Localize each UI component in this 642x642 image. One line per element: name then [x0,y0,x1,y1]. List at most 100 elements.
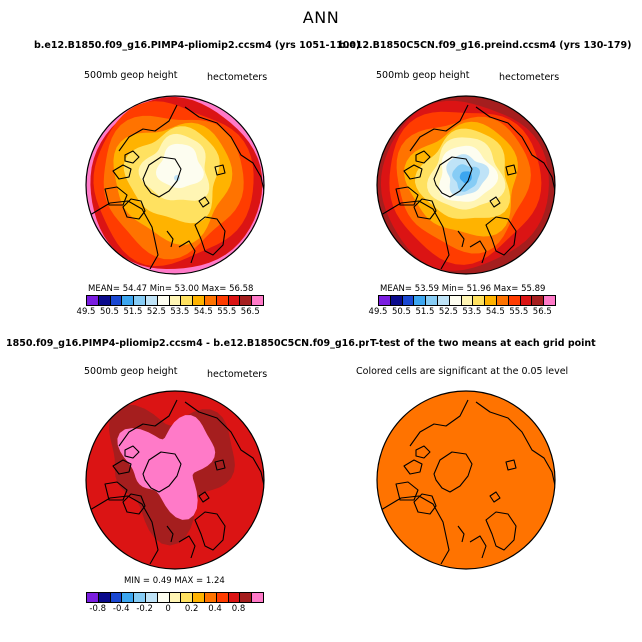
colorbar-swatch [216,593,229,602]
panel1-left-label: 500mb geop height [84,70,178,81]
panel3-coastline-segment [112,459,132,475]
figure-title: ANN [302,8,340,27]
panel3-coastline-segment [124,445,140,459]
colorbar-swatch [87,593,99,602]
panel2-coastline-segment [469,240,487,264]
panel2-tick-label: 56.5 [532,307,552,317]
colorbar-swatch [145,296,158,305]
panel4-coastlines [380,399,555,565]
panel1-stats: MEAN= 54.47 Min= 53.00 Max= 56.58 [88,284,254,294]
colorbar-swatch [379,296,391,305]
panel4-coastline-segment [403,459,423,475]
panel1-coastline-segment [214,164,226,176]
panel3-coastline-segment [198,491,210,503]
panel2-coastline-segment [380,200,450,270]
panel4-coastline-segment [433,451,473,493]
panel2-tick-label: 54.5 [485,307,505,317]
colorbar-swatch [473,296,486,305]
panel3-coastline-segment [214,459,226,471]
panel1-coastline-segment [89,200,159,270]
colorbar-swatch [193,296,205,305]
colorbar-swatch [110,296,123,305]
panel2-map-border [376,95,556,275]
panel2-coastline-segment [403,164,423,180]
panel2-left-label: 500mb geop height [376,70,470,81]
panel2-coastlines [380,104,555,270]
colorbar-swatch [169,593,182,602]
colorbar-swatch [169,296,182,305]
panel4-coastline-segment [395,481,419,501]
panel4-coastline-segment [505,459,517,471]
colorbar-swatch [216,296,229,305]
panel4-coastline-segment [475,401,555,491]
colorbar-swatch [508,296,521,305]
colorbar-swatch [204,296,217,305]
panel2-contour-band [459,171,472,184]
panel3-map [85,390,265,570]
panel2-coastline-segment [485,216,517,256]
panel4-coastline-segment [380,495,450,565]
colorbar-swatch [181,593,194,602]
colorbar-swatch [87,296,99,305]
colorbar-swatch [252,593,263,602]
panel2-coastline-segment [505,164,517,176]
panel3-coastline-segment [166,525,174,543]
panel4-map-border [376,390,556,570]
panel1-coastline-segment [122,198,146,220]
panel3-coastline-segment [118,399,178,447]
panel3-tick-label: 0.2 [184,604,199,614]
colorbar-swatch [252,296,263,305]
panel1-coastline-segment [184,106,264,196]
panel3-map-border [85,390,265,570]
colorbar-swatch [449,296,462,305]
panel1-coastline-segment [194,216,226,256]
panel2-coastline-segment [415,150,431,164]
panel2-coastline-segment [413,198,437,220]
colorbar-swatch [98,593,111,602]
panel4-coastline-segment [485,511,517,551]
panel1-coastline-segment [166,230,174,248]
colorbar-swatch [157,593,170,602]
panel3-tick-label: -0.4 [112,604,130,614]
panel1-coastline-segment [112,164,132,180]
colorbar-swatch [532,296,545,305]
panel4-coastline-segment [413,493,437,515]
panel2-title: b.e12.B1850C5CN.f09_g16.preind.ccsm4 (yr… [339,40,632,51]
panel2-tick-label: 53.5 [462,307,482,317]
panel2-tick-label: 49.5 [368,307,388,317]
panel3-coastline-segment [104,481,128,501]
panel2-colorbar [378,295,556,306]
panel3-coastline-segment [184,401,264,491]
panel2-right-label: hectometers [499,72,560,83]
panel1-map-border [85,95,265,275]
panel3-tick-label: 0.8 [231,604,246,614]
panel1-contour-band [156,143,204,189]
colorbar-swatch [134,296,146,305]
colorbar-swatch [414,296,427,305]
panel1-coastline-segment [118,104,178,152]
panel1-tick-label: 50.5 [99,307,119,317]
panel3-coastline-segment [89,495,159,565]
colorbar-swatch [426,296,438,305]
panel1-tick-label: 49.5 [76,307,96,317]
colorbar-swatch [122,593,135,602]
panel3-colorbar [86,592,264,603]
panel3-coastline-segment [142,451,182,493]
panel1-tick-label: 53.5 [170,307,190,317]
colorbar-swatch [520,296,533,305]
panel3-title: 1850.f09_g16.PIMP4-pliomip2.ccsm4 - b.e1… [6,338,431,349]
panel1-tick-label: 51.5 [123,307,143,317]
panel2-tick-label: 52.5 [438,307,458,317]
panel3-tick-label: -0.8 [89,604,107,614]
panel2-stats: MEAN= 53.59 Min= 51.96 Max= 55.89 [380,284,546,294]
panel1-tick-label: 55.5 [217,307,237,317]
panel4-coastline-segment [457,525,465,543]
colorbar-swatch [437,296,450,305]
panel1-title: b.e12.B1850.f09_g16.PIMP4-pliomip2.ccsm4… [34,40,361,51]
panel3-tick-label: -0.2 [136,604,153,614]
colorbar-swatch [228,296,241,305]
panel4-label: Colored cells are significant at the 0.0… [356,366,569,377]
panel2-tick-label: 50.5 [391,307,411,317]
colorbar-swatch [461,296,474,305]
